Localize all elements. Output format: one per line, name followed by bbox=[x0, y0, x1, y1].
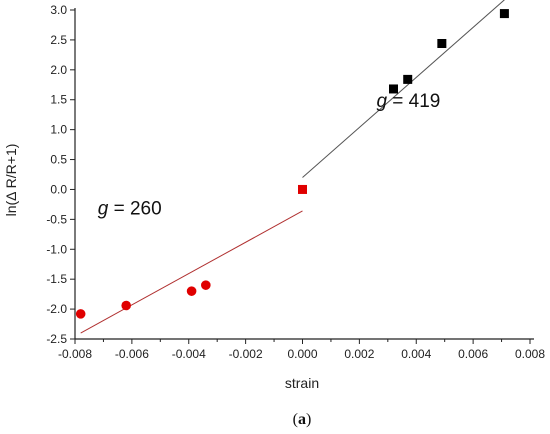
y-tick-label: 3.0 bbox=[50, 3, 67, 17]
x-tick-label: -0.004 bbox=[172, 347, 206, 361]
x-tick-label: -0.006 bbox=[115, 347, 149, 361]
data-point bbox=[437, 38, 447, 48]
x-tick-label: -0.002 bbox=[229, 347, 263, 361]
y-axis: -2.5 -2.0 -1.5 -1.0 -0.5 0.0 0.5 1.0 1.5 2.0 2.5 3.… bbox=[46, 3, 75, 346]
x-tick-label: -0.008 bbox=[58, 347, 92, 361]
y-axis-title: ln(Δ R/R+1) bbox=[3, 144, 19, 217]
y-tick-label: -2.5 bbox=[46, 332, 67, 346]
data-points bbox=[75, 9, 509, 319]
data-point bbox=[499, 9, 509, 19]
data-point bbox=[389, 84, 398, 94]
x-axis: -0.008 -0.006 -0.004 -0.002 0.000 0.002 0.004 0… bbox=[58, 339, 545, 361]
x-tick-label: 0.006 bbox=[458, 347, 488, 361]
y-tick-label: 2.5 bbox=[50, 33, 67, 47]
plot-frame bbox=[74, 8, 534, 340]
x-tick-label: 0.008 bbox=[515, 347, 545, 361]
y-tick-label: 1.0 bbox=[50, 123, 67, 137]
y-tick-label: 2.0 bbox=[50, 63, 67, 77]
figure-caption: (a) bbox=[293, 411, 312, 428]
x-tick-label: 0.002 bbox=[344, 347, 374, 361]
y-tick-label: 0.5 bbox=[50, 153, 67, 167]
data-point bbox=[121, 300, 131, 311]
annotations: g = 260 g = 419 bbox=[98, 91, 441, 220]
data-point bbox=[201, 280, 211, 290]
data-point bbox=[403, 74, 413, 84]
fit-line bbox=[80, 210, 303, 334]
data-point bbox=[75, 309, 86, 319]
x-tick-label: 0.000 bbox=[287, 347, 317, 361]
y-tick-label: -0.5 bbox=[46, 212, 67, 226]
x-axis-title: strain bbox=[285, 375, 319, 391]
y-tick-label: 1.5 bbox=[50, 93, 67, 107]
data-point bbox=[298, 184, 307, 194]
y-tick-label: -1.0 bbox=[46, 242, 67, 256]
y-tick-label: -1.5 bbox=[46, 272, 67, 286]
fit-lines bbox=[80, 0, 505, 334]
y-tick-label: 0.0 bbox=[50, 182, 67, 196]
y-tick-label: -2.0 bbox=[46, 302, 67, 316]
slope-annotation: g = 260 bbox=[98, 199, 162, 220]
fit-line bbox=[302, 0, 505, 178]
x-tick-label: 0.004 bbox=[401, 347, 431, 361]
data-point bbox=[186, 286, 197, 296]
slope-annotation: g = 419 bbox=[376, 91, 440, 112]
